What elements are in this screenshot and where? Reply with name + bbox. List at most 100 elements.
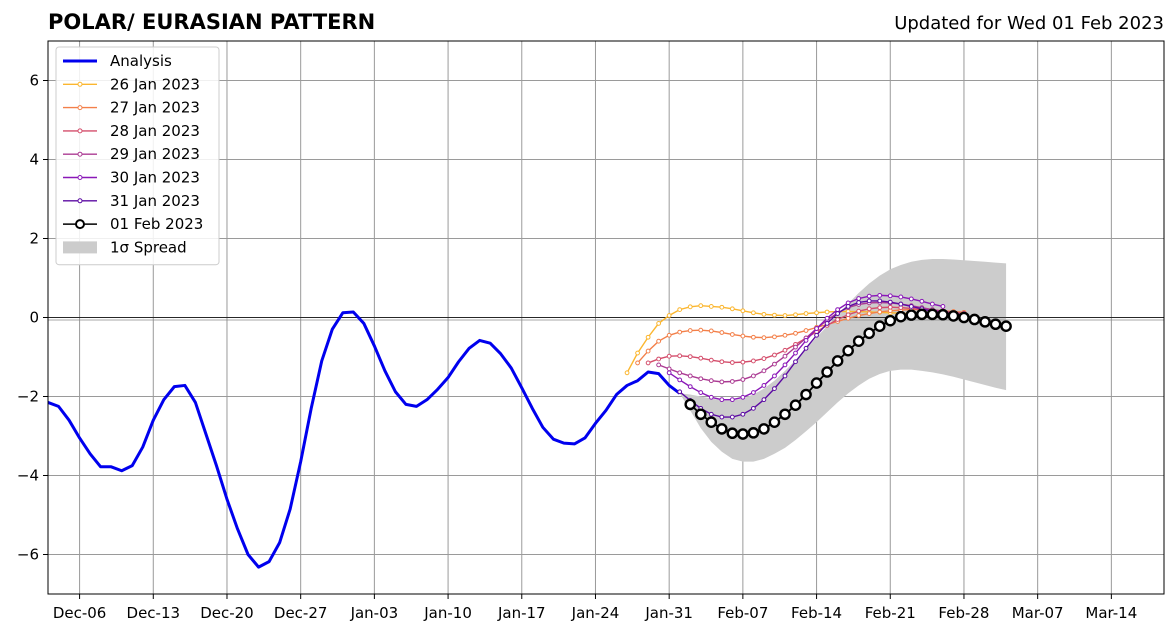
forecast-point [803, 311, 809, 316]
current-forecast-point [979, 316, 991, 328]
x-tick-label: Jan-24 [571, 604, 620, 622]
forecast-point [824, 309, 830, 315]
series-layer [47, 292, 1012, 569]
legend-label: 31 Jan 2023 [110, 192, 200, 210]
forecast-point [835, 317, 841, 322]
forecast-point [782, 353, 788, 359]
forecast-point [761, 311, 767, 317]
forecast-point [772, 334, 777, 340]
forecast-point [782, 313, 788, 318]
forecast-point [772, 361, 777, 367]
forecast-point [719, 379, 725, 385]
forecast-point [793, 344, 798, 350]
current-forecast-point [737, 428, 749, 440]
y-tick-label: −4 [17, 467, 39, 485]
current-forecast-point [1000, 320, 1012, 332]
current-forecast-point [779, 408, 791, 421]
y-tick-label: −2 [17, 388, 39, 406]
forecast-point [698, 390, 704, 395]
forecast-point [835, 311, 841, 316]
y-tick-label: −6 [17, 546, 39, 564]
forecast-point [866, 311, 872, 316]
legend-entry: 01 Feb 2023 [63, 215, 203, 233]
forecast-point [729, 306, 735, 312]
current-forecast-point [884, 314, 897, 327]
forecast-point [887, 299, 893, 305]
y-tick-label: 2 [29, 230, 39, 248]
forecast-point [719, 304, 725, 310]
forecast-point [814, 326, 819, 331]
forecast-point [750, 358, 756, 364]
current-forecast-point [863, 327, 876, 340]
x-tick-label: Dec-06 [53, 604, 107, 622]
forecast-point [940, 304, 946, 309]
legend-entry: 27 Jan 2023 [63, 99, 200, 117]
forecast-point [929, 301, 935, 307]
forecast-point [845, 312, 851, 318]
forecast-point [782, 347, 788, 353]
forecast-point [687, 328, 693, 333]
current-forecast-point [852, 335, 865, 348]
legend-label: 26 Jan 2023 [110, 75, 200, 93]
forecast-point [824, 315, 830, 321]
x-tick-label: Dec-27 [274, 604, 328, 622]
current-forecast-point [821, 366, 833, 378]
forecast-point [803, 338, 809, 343]
legend: Analysis 26 Jan 2023 27 Jan 2023 28 Jan 202… [55, 46, 220, 266]
forecast-point [898, 294, 904, 300]
forecast-point [814, 310, 819, 316]
current-forecast-point [873, 320, 886, 332]
forecast-point [677, 377, 683, 383]
current-forecast-point [926, 308, 939, 321]
forecast-point [687, 354, 693, 360]
forecast-point [666, 370, 672, 376]
legend-entry: 28 Jan 2023 [63, 122, 200, 140]
current-forecast-point [905, 309, 918, 321]
forecast-point [729, 414, 735, 420]
current-forecast-point [726, 427, 739, 440]
forecast-point [793, 350, 798, 356]
forecast-point [656, 321, 662, 326]
current-forecast-point [968, 313, 981, 326]
legend-entry: 1σ Spread [63, 238, 187, 256]
legend-label: 29 Jan 2023 [110, 145, 200, 163]
forecast-point [856, 308, 862, 314]
forecast-point [677, 307, 683, 313]
y-tick-label: 0 [29, 309, 39, 327]
forecast-point [772, 386, 777, 392]
forecast-point [750, 334, 756, 340]
x-tick-label: Mar-14 [1085, 604, 1137, 622]
forecast-point [877, 305, 883, 311]
x-tick-label: Feb-21 [865, 604, 916, 622]
forecast-point [677, 389, 683, 395]
forecast-point [666, 332, 672, 338]
forecast-point [887, 293, 893, 299]
forecast-point [645, 348, 651, 354]
forecast-point [856, 300, 862, 305]
legend-marker [75, 219, 85, 230]
forecast-point [719, 359, 725, 365]
legend-label: 1σ Spread [110, 238, 187, 256]
forecast-point [772, 352, 777, 358]
forecast-point [866, 293, 872, 299]
forecast-point [645, 360, 651, 366]
forecast-point [719, 330, 725, 335]
forecast-point [740, 411, 746, 417]
forecast-point [708, 328, 714, 334]
y-tick-label: 6 [29, 72, 39, 90]
legend-entry: 30 Jan 2023 [63, 169, 200, 187]
current-forecast-point [768, 416, 781, 428]
updated-date: Updated for Wed 01 Feb 2023 [894, 13, 1164, 34]
forecast-point [750, 373, 756, 379]
forecast-point [845, 304, 851, 309]
current-forecast-point [716, 423, 728, 435]
chart-title: POLAR/ EURASIAN PATTERN [48, 10, 375, 34]
current-forecast-point [684, 398, 697, 411]
forecast-point [877, 292, 883, 298]
forecast-point [761, 356, 767, 361]
legend-label: 30 Jan 2023 [110, 169, 200, 187]
current-forecast-point [800, 388, 812, 401]
x-tick-label: Dec-13 [127, 604, 181, 622]
current-forecast-point [831, 355, 844, 367]
